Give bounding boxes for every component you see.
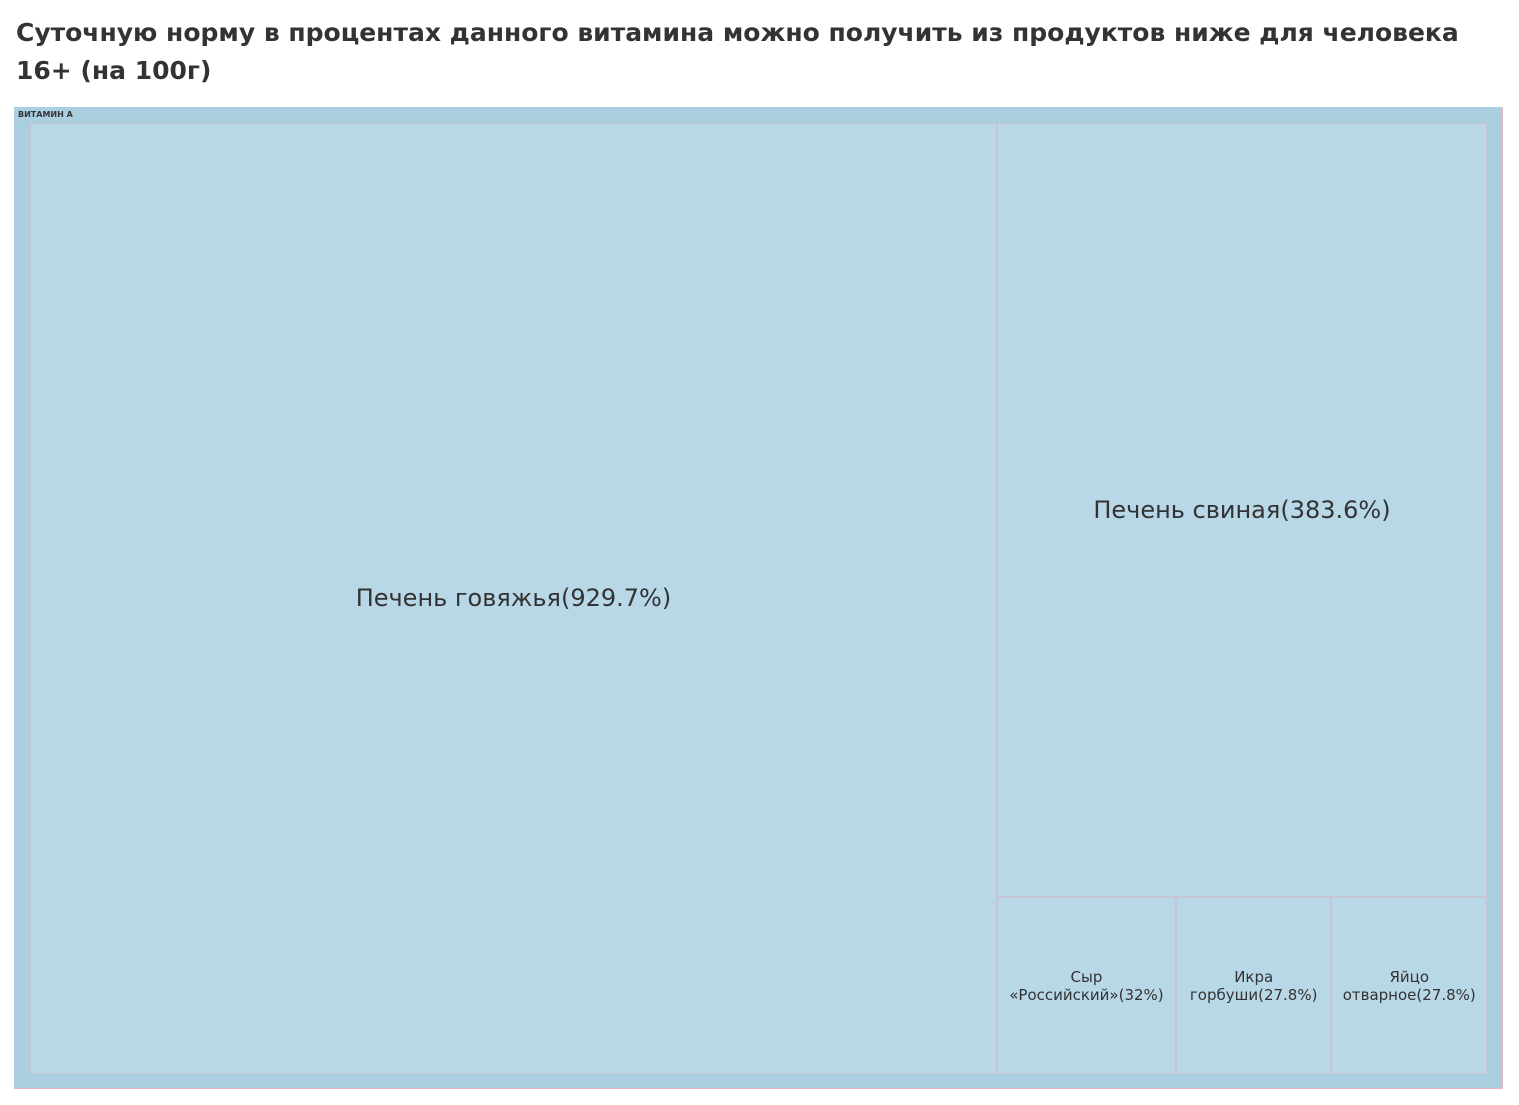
treemap-tile: Икра горбуши(27.8%) xyxy=(1175,897,1332,1074)
tile-label: Печень говяжья(929.7%) xyxy=(355,584,672,613)
chart-title: Суточную норму в процентах данного витам… xyxy=(16,18,1459,85)
treemap-tile: Сыр «Российский»(32%) xyxy=(996,897,1176,1074)
group-label-vitamin-a: ВИТАМИН А xyxy=(18,110,73,119)
tile-label: Икра горбуши(27.8%) xyxy=(1189,967,1318,1004)
tile-label: Сыр «Российский»(32%) xyxy=(1009,967,1164,1004)
tile-label: Яйцо отварное(27.8%) xyxy=(1342,967,1476,1004)
tile-label: Печень свиная(383.6%) xyxy=(1093,495,1391,524)
treemap-chart: ВИТАМИН А Печень говяжья(929.7%) Печень с… xyxy=(14,107,1503,1089)
treemap-tile: Печень свиная(383.6%) xyxy=(996,123,1487,898)
treemap-tile: Печень говяжья(929.7%) xyxy=(30,123,997,1074)
treemap-tile: Яйцо отварное(27.8%) xyxy=(1331,897,1487,1074)
